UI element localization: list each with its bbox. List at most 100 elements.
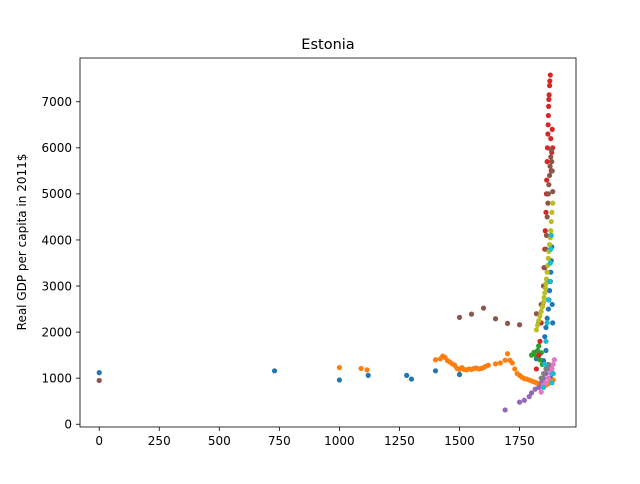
data-point-series-5 — [545, 200, 551, 206]
data-point-series-3 — [545, 122, 551, 128]
data-point-series-5 — [548, 147, 554, 153]
data-point-series-8 — [542, 285, 549, 291]
x-tick-label: 750 — [268, 434, 291, 448]
data-point-series-5 — [492, 316, 499, 322]
data-point-series-1 — [504, 351, 511, 357]
data-point-series-6 — [543, 380, 549, 386]
data-point-series-5 — [468, 311, 475, 317]
x-tick-label: 500 — [208, 434, 231, 448]
data-point-series-2 — [537, 357, 543, 363]
data-point-series-0 — [96, 370, 102, 376]
data-point-series-1 — [358, 365, 364, 372]
data-point-series-9 — [545, 297, 551, 303]
data-point-series-5 — [544, 214, 550, 220]
data-point-series-6 — [550, 361, 556, 367]
data-point-series-5 — [550, 189, 556, 195]
data-point-series-5 — [546, 172, 553, 179]
data-point-series-3 — [546, 96, 552, 103]
data-point-series-9 — [542, 361, 548, 367]
data-point-series-1 — [432, 357, 439, 363]
data-point-series-3 — [547, 72, 553, 78]
data-point-series-4 — [526, 394, 532, 400]
x-tick-label: 1000 — [324, 434, 355, 448]
data-point-series-8 — [546, 241, 553, 248]
data-point-series-5 — [547, 163, 553, 169]
data-point-series-9 — [550, 370, 556, 377]
data-point-series-6 — [551, 357, 557, 363]
data-point-series-9 — [547, 260, 553, 266]
data-point-series-3 — [547, 78, 553, 84]
data-point-series-5 — [456, 314, 463, 320]
data-point-series-5 — [548, 154, 554, 160]
y-tick-label: 4000 — [41, 233, 72, 247]
data-point-series-8 — [533, 327, 539, 333]
data-point-series-7 — [538, 375, 544, 381]
data-point-series-1 — [509, 360, 515, 366]
data-point-series-7 — [545, 361, 551, 367]
x-tick-label: 1750 — [504, 434, 535, 448]
data-point-series-3 — [543, 209, 549, 215]
data-point-series-3 — [546, 83, 553, 89]
data-point-series-4 — [528, 390, 535, 396]
data-point-series-9 — [548, 232, 554, 238]
data-point-series-9 — [546, 278, 553, 285]
data-point-series-2 — [536, 343, 542, 349]
data-point-series-9 — [548, 246, 554, 252]
data-point-series-5 — [546, 182, 552, 188]
data-point-series-3 — [537, 338, 543, 344]
data-point-series-8 — [548, 228, 554, 234]
data-point-series-8 — [550, 200, 556, 206]
data-point-series-8 — [541, 294, 547, 301]
data-point-series-8 — [540, 299, 547, 305]
data-point-series-3 — [545, 112, 551, 119]
data-point-series-6 — [545, 375, 551, 381]
data-point-series-0 — [404, 372, 410, 378]
data-point-series-3 — [548, 136, 554, 142]
data-point-series-9 — [543, 338, 549, 344]
data-point-series-0 — [336, 377, 343, 383]
data-point-series-5 — [516, 322, 523, 328]
data-point-series-5 — [480, 305, 487, 311]
x-tick-label: 250 — [148, 434, 171, 448]
data-points-layer — [96, 72, 557, 413]
data-point-series-8 — [549, 209, 555, 215]
data-point-series-1 — [497, 360, 503, 366]
data-point-series-4 — [536, 384, 542, 390]
data-point-series-0 — [543, 324, 549, 331]
data-point-series-3 — [546, 103, 552, 109]
data-point-series-5 — [504, 320, 511, 326]
data-point-series-0 — [365, 372, 371, 378]
data-point-series-5 — [549, 159, 555, 165]
data-point-series-8 — [537, 313, 543, 319]
data-point-series-8 — [548, 218, 554, 225]
data-point-series-3 — [536, 352, 542, 358]
data-point-series-8 — [536, 317, 542, 324]
data-point-series-3 — [542, 228, 548, 234]
data-point-series-9 — [540, 384, 547, 390]
data-point-series-8 — [545, 255, 551, 261]
data-point-series-0 — [545, 306, 551, 312]
x-tick-label: 1250 — [384, 434, 415, 448]
data-point-series-8 — [534, 322, 541, 328]
data-point-series-0 — [432, 368, 439, 374]
plot-area-frame — [79, 57, 577, 428]
data-point-series-4 — [516, 399, 523, 405]
data-point-series-0 — [543, 347, 549, 354]
y-tick-label: 6000 — [41, 141, 72, 155]
y-tick-label: 3000 — [41, 279, 72, 293]
data-point-series-0 — [544, 315, 550, 321]
data-point-series-8 — [539, 304, 545, 310]
data-point-series-0 — [271, 368, 278, 374]
data-point-series-5 — [96, 377, 102, 384]
data-point-series-9 — [549, 380, 555, 386]
data-point-series-8 — [544, 269, 550, 275]
data-point-series-9 — [544, 320, 550, 326]
data-point-series-6 — [538, 389, 544, 395]
y-tick-label: 0 — [64, 418, 72, 432]
data-point-series-0 — [549, 301, 555, 308]
data-point-series-1 — [364, 367, 370, 373]
data-point-series-5 — [549, 168, 555, 174]
